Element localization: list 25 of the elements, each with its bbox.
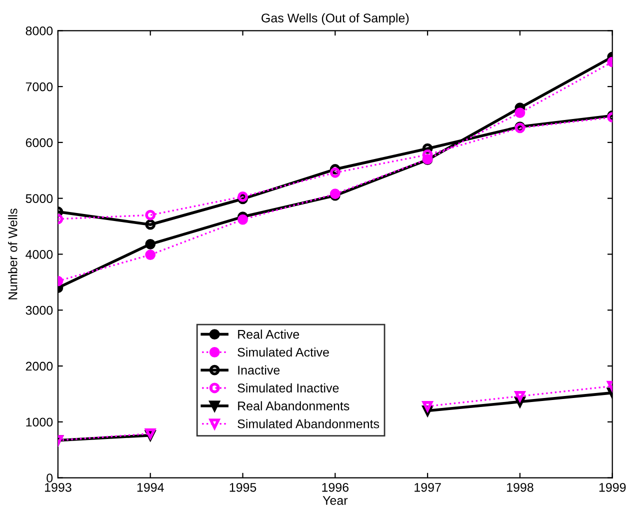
y-tick-label: 7000	[26, 82, 53, 92]
y-tick-label: 4000	[26, 250, 53, 259]
y-tick-label: 2000	[26, 362, 53, 371]
legend-label: Simulated Active	[238, 348, 329, 357]
y-tick-label: 0	[46, 474, 53, 482]
y-axis-title: Number of Wells	[8, 208, 18, 300]
chart-title: Gas Wells (Out of Sample)	[262, 13, 409, 25]
x-tick-label: 1994	[137, 482, 164, 492]
legend-label: Simulated Abandonments	[238, 419, 380, 428]
x-tick-label: 1999	[599, 482, 626, 492]
y-tick-label: 6000	[26, 138, 53, 148]
legend-label: Inactive	[238, 365, 280, 375]
legend-label: Simulated Inactive	[238, 383, 339, 392]
y-tick-label: 1000	[26, 418, 53, 427]
x-tick-label: 1998	[507, 482, 534, 492]
legend-label: Real Abandonments	[238, 401, 350, 410]
legend-label: Real Active	[238, 330, 300, 339]
x-tick-label: 1993	[45, 482, 72, 492]
x-tick-label: 1997	[414, 482, 441, 492]
y-tick-label: 3000	[26, 306, 53, 315]
y-tick-label: 8000	[26, 26, 53, 36]
x-tick-label: 1996	[322, 482, 349, 492]
x-axis-title: Year	[322, 496, 348, 505]
x-tick-label: 1995	[230, 482, 256, 492]
y-tick-label: 5000	[26, 194, 53, 203]
